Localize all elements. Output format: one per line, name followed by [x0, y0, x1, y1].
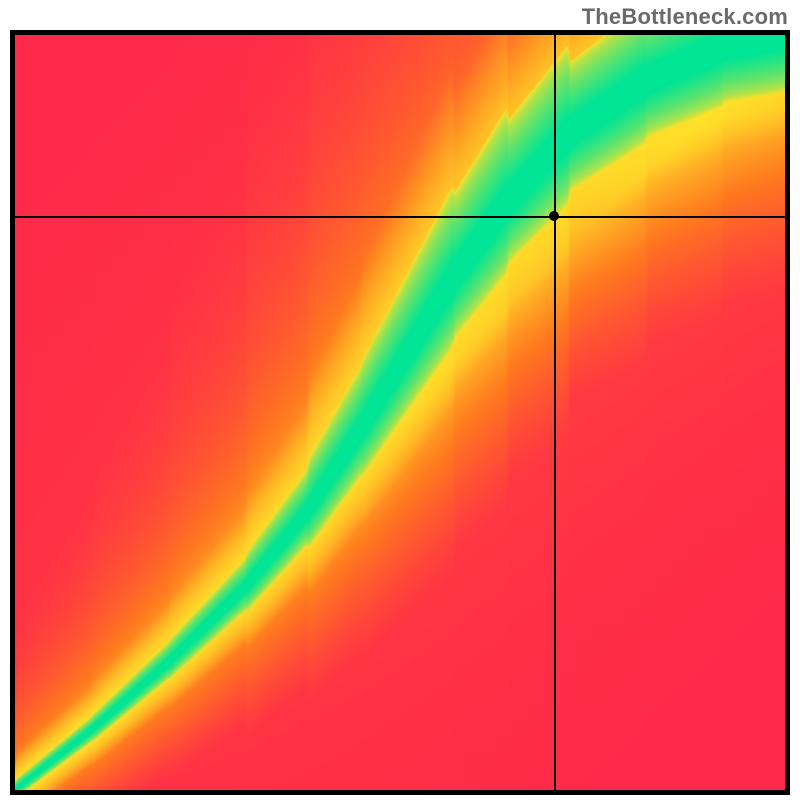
heatmap-canvas — [15, 35, 785, 790]
watermark-text: TheBottleneck.com — [582, 4, 788, 30]
crosshair-horizontal — [15, 216, 785, 218]
crosshair-vertical — [554, 35, 556, 790]
plot-frame — [10, 30, 790, 795]
chart-container: TheBottleneck.com — [0, 0, 800, 800]
intersection-marker — [549, 211, 559, 221]
